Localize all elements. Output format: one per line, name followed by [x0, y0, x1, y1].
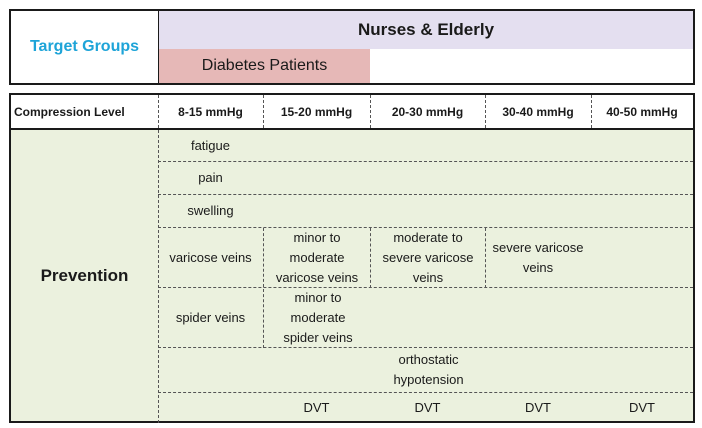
diabetes-patients-band: Diabetes Patients	[159, 49, 370, 83]
cell-fatigue: fatigue	[190, 137, 231, 153]
cell-varicose-moderate-severe: moderate to severe varicose veins	[382, 229, 474, 285]
cell-pain: pain	[198, 170, 223, 185]
column-divider	[158, 130, 159, 423]
target-groups-label: Target Groups	[29, 38, 140, 55]
cell-orthostatic-hypotension: orthostatic hypotension	[393, 352, 464, 387]
column-divider	[485, 228, 486, 288]
header-20-30: 20-30 mmHg	[391, 104, 464, 119]
header-divider	[158, 95, 159, 128]
cell-dvt: DVT	[525, 400, 551, 415]
cell-varicose-severe: severe varicose veins	[492, 239, 584, 275]
cell-spider-minor-moderate: minor to moderate spider veins	[283, 289, 353, 345]
prevention-label: Prevention	[40, 265, 129, 285]
row-divider	[158, 194, 693, 195]
cell-varicose-minor-moderate: minor to moderate varicose veins	[275, 229, 359, 285]
legend-divider	[158, 11, 159, 83]
cell-varicose-veins: varicose veins	[169, 249, 252, 265]
compression-table: Compression Level 8-15 mmHg 15-20 mmHg 2…	[9, 93, 695, 423]
header-divider	[591, 95, 592, 128]
column-divider	[370, 228, 371, 288]
nurses-elderly-band: Nurses & Elderly	[159, 11, 693, 49]
row-divider	[158, 161, 693, 162]
header-compression-level: Compression Level	[14, 104, 125, 119]
row-divider	[158, 227, 693, 228]
header-divider	[263, 95, 264, 128]
cell-swelling: swelling	[187, 203, 234, 218]
header-8-15: 8-15 mmHg	[178, 104, 243, 119]
cell-dvt: DVT	[303, 400, 330, 415]
header-15-20: 15-20 mmHg	[280, 104, 353, 119]
cell-dvt: DVT	[629, 400, 655, 415]
row-divider	[158, 287, 693, 288]
header-divider	[485, 95, 486, 128]
column-divider	[263, 228, 264, 348]
header-30-40: 30-40 mmHg	[502, 104, 574, 119]
row-divider	[158, 392, 693, 393]
cell-dvt: DVT	[414, 400, 441, 415]
row-divider	[158, 347, 693, 348]
cell-spider-veins: spider veins	[175, 309, 246, 325]
header-40-50: 40-50 mmHg	[606, 104, 678, 119]
prevention-section: Prevention fatigue pain swelling varicos…	[11, 130, 693, 423]
table-header: Compression Level 8-15 mmHg 15-20 mmHg 2…	[11, 95, 693, 130]
header-divider	[370, 95, 371, 128]
target-groups-legend: Target Groups Nurses & Elderly Diabetes …	[9, 9, 695, 85]
